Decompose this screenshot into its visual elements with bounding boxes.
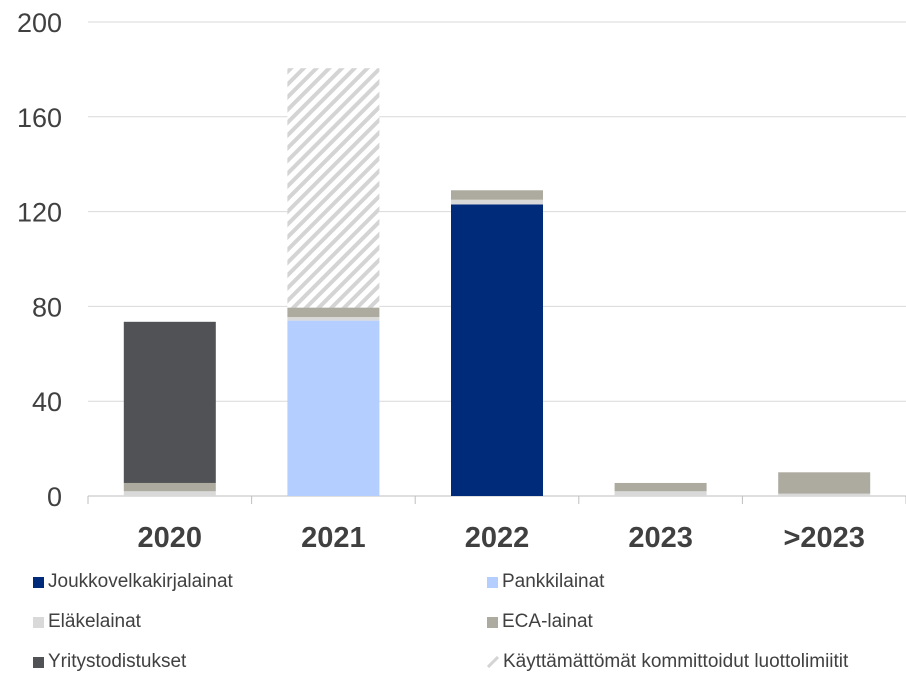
x-tick-label: 2023 xyxy=(628,522,693,554)
x-tick-label: 2022 xyxy=(465,522,530,554)
bar-segment xyxy=(287,68,380,308)
x-tick-label: 2021 xyxy=(301,522,366,554)
bar-chart: 0 40 80 120 160 200 2020 2021 2022 2023 >2023 xyxy=(17,8,906,554)
legend-item: Yritystodistukset xyxy=(33,651,186,673)
y-tick-label: 0 xyxy=(47,482,62,512)
bar-segment xyxy=(123,321,216,483)
bar-segment xyxy=(778,493,871,496)
x-tick-label: 2020 xyxy=(138,522,203,554)
bar-segment xyxy=(287,317,380,321)
legend-item: Joukkovelkakirjalainat xyxy=(33,571,233,593)
legend-item: Pankkilainat xyxy=(487,571,604,593)
legend-label: ECA-lainat xyxy=(502,611,593,632)
legend-swatch xyxy=(487,616,498,628)
bar-segment xyxy=(614,482,707,492)
bar-segment xyxy=(451,204,543,497)
legend-swatch xyxy=(33,616,44,628)
legend-item: Eläkelainat xyxy=(33,611,141,633)
legend: Joukkovelkakirjalainat Pankkilainat Eläkel… xyxy=(0,570,906,677)
x-tick-label: >2023 xyxy=(783,522,864,554)
legend-item: ECA-lainat xyxy=(487,611,593,633)
bar-segment xyxy=(123,482,216,492)
legend-label: Joukkovelkakirjalainat xyxy=(48,571,233,592)
bar-segment xyxy=(778,472,871,494)
bar-segment xyxy=(614,491,707,496)
legend-label: Eläkelainat xyxy=(48,611,141,632)
y-tick-label: 160 xyxy=(17,103,62,133)
legend-label: Käyttämättömät kommittoidut luottolimiit… xyxy=(503,651,849,672)
y-tick-label: 80 xyxy=(32,292,62,322)
y-tick-label: 120 xyxy=(17,198,62,228)
legend-label: Pankkilainat xyxy=(502,571,605,592)
legend-swatch xyxy=(33,656,44,668)
legend-item: Käyttämättömät kommittoidut luottolimiit… xyxy=(487,651,848,673)
bar-segment xyxy=(287,307,380,318)
bar-segment xyxy=(123,491,216,496)
legend-label: Yritystodistukset xyxy=(48,651,187,672)
legend-swatch xyxy=(33,576,44,588)
bar-segment xyxy=(451,190,543,200)
y-tick-label: 200 xyxy=(17,8,62,38)
legend-swatch xyxy=(487,576,498,588)
y-tick-label: 40 xyxy=(32,387,62,417)
legend-swatch-hatch xyxy=(487,656,499,668)
bar-segment xyxy=(451,199,543,205)
bar-segment xyxy=(287,320,380,496)
